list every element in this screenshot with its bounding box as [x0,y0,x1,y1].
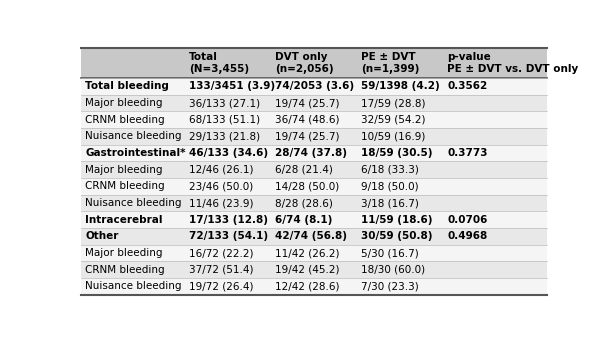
Bar [82,128,547,145]
Text: 10/59 (16.9): 10/59 (16.9) [361,131,425,142]
Text: 19/74 (25.7): 19/74 (25.7) [275,98,340,108]
Text: Intracerebral: Intracerebral [85,215,162,225]
Text: 133/3451 (3.9): 133/3451 (3.9) [189,82,275,91]
Text: 6/28 (21.4): 6/28 (21.4) [275,165,333,175]
Text: 11/42 (26.2): 11/42 (26.2) [275,248,340,258]
Text: 37/72 (51.4): 37/72 (51.4) [189,265,254,275]
Text: 42/74 (56.8): 42/74 (56.8) [275,232,347,241]
Text: 18/30 (60.0): 18/30 (60.0) [361,265,425,275]
Text: 59/1398 (4.2): 59/1398 (4.2) [361,82,440,91]
Text: 17/133 (12.8): 17/133 (12.8) [189,215,268,225]
Text: 6/18 (33.3): 6/18 (33.3) [361,165,419,175]
Text: 16/72 (22.2): 16/72 (22.2) [189,248,254,258]
Text: 0.3773: 0.3773 [447,148,488,158]
Text: 5/30 (16.7): 5/30 (16.7) [361,248,419,258]
Bar [82,278,547,295]
Text: 11/59 (18.6): 11/59 (18.6) [361,215,433,225]
Text: 11/46 (23.9): 11/46 (23.9) [189,198,254,208]
Text: Nuisance bleeding: Nuisance bleeding [85,281,181,292]
Text: 3/18 (16.7): 3/18 (16.7) [361,198,419,208]
Text: Nuisance bleeding: Nuisance bleeding [85,198,181,208]
Text: 14/28 (50.0): 14/28 (50.0) [275,181,340,191]
Text: 19/74 (25.7): 19/74 (25.7) [275,131,340,142]
Bar [82,262,547,278]
Text: 68/133 (51.1): 68/133 (51.1) [189,115,260,125]
Bar [82,78,547,95]
Text: 7/30 (23.3): 7/30 (23.3) [361,281,419,292]
Text: 0.3562: 0.3562 [447,82,487,91]
Bar [82,245,547,262]
Text: 36/133 (27.1): 36/133 (27.1) [189,98,260,108]
Text: Major bleeding: Major bleeding [85,165,162,175]
Text: CRNM bleeding: CRNM bleeding [85,115,165,125]
Bar [82,228,547,245]
Text: 12/42 (28.6): 12/42 (28.6) [275,281,340,292]
Text: 32/59 (54.2): 32/59 (54.2) [361,115,426,125]
Text: 6/74 (8.1): 6/74 (8.1) [275,215,332,225]
Bar [82,161,547,178]
Bar [82,178,547,195]
Text: 72/133 (54.1): 72/133 (54.1) [189,232,268,241]
Text: 19/42 (45.2): 19/42 (45.2) [275,265,340,275]
Bar [82,95,547,112]
Text: Gastrointestinal*: Gastrointestinal* [85,148,186,158]
Text: 0.4968: 0.4968 [447,232,487,241]
Text: 74/2053 (3.6): 74/2053 (3.6) [275,82,354,91]
Bar [82,112,547,128]
Text: CRNM bleeding: CRNM bleeding [85,181,165,191]
Text: 18/59 (30.5): 18/59 (30.5) [361,148,433,158]
Bar [82,48,547,78]
Text: 30/59 (50.8): 30/59 (50.8) [361,232,433,241]
Text: 9/18 (50.0): 9/18 (50.0) [361,181,419,191]
Bar [82,195,547,211]
Bar [82,145,547,161]
Text: Major bleeding: Major bleeding [85,248,162,258]
Text: p-value
PE ± DVT vs. DVT only: p-value PE ± DVT vs. DVT only [447,52,579,74]
Text: CRNM bleeding: CRNM bleeding [85,265,165,275]
Text: 28/74 (37.8): 28/74 (37.8) [275,148,347,158]
Text: 46/133 (34.6): 46/133 (34.6) [189,148,268,158]
Bar [82,211,547,228]
Text: Total bleeding: Total bleeding [85,82,169,91]
Text: PE ± DVT
(n=1,399): PE ± DVT (n=1,399) [361,52,420,74]
Text: 8/28 (28.6): 8/28 (28.6) [275,198,333,208]
Text: 12/46 (26.1): 12/46 (26.1) [189,165,254,175]
Text: 36/74 (48.6): 36/74 (48.6) [275,115,340,125]
Text: 17/59 (28.8): 17/59 (28.8) [361,98,426,108]
Text: DVT only
(n=2,056): DVT only (n=2,056) [275,52,333,74]
Text: 23/46 (50.0): 23/46 (50.0) [189,181,253,191]
Text: 0.0706: 0.0706 [447,215,488,225]
Text: Other: Other [85,232,118,241]
Text: Nuisance bleeding: Nuisance bleeding [85,131,181,142]
Text: Total
(N=3,455): Total (N=3,455) [189,52,249,74]
Text: 29/133 (21.8): 29/133 (21.8) [189,131,260,142]
Text: 19/72 (26.4): 19/72 (26.4) [189,281,254,292]
Text: Major bleeding: Major bleeding [85,98,162,108]
